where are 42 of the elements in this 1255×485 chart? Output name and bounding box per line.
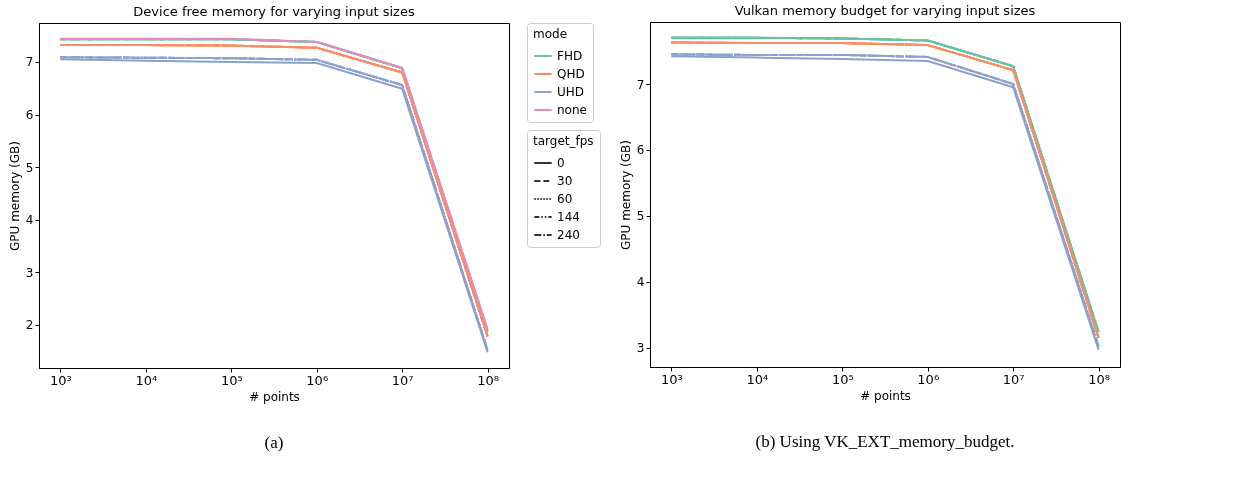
x-tick-label: 10⁴ bbox=[135, 372, 158, 388]
x-tick-label: 10⁵ bbox=[831, 371, 854, 387]
x-tick-label: 10⁶ bbox=[306, 372, 329, 388]
y-axis-title: GPU memory (GB) bbox=[7, 141, 22, 251]
y-tick-label: 4 bbox=[636, 275, 645, 290]
y-tick-label: 2 bbox=[25, 318, 34, 333]
legend-label: none bbox=[557, 103, 587, 117]
text: 30 bbox=[557, 174, 573, 188]
x-tick-label: 10⁵ bbox=[220, 372, 243, 388]
y-tick-label: 4 bbox=[25, 213, 34, 228]
x-tick-label: 10³ bbox=[661, 371, 683, 387]
x-tick-label: 10⁸ bbox=[1088, 371, 1110, 387]
text: (a) bbox=[264, 433, 284, 452]
legend-label: QHD bbox=[557, 67, 585, 81]
x-tick-label: 10⁶ bbox=[917, 371, 940, 387]
legend-label: FHD bbox=[557, 49, 583, 63]
y-tick-label: 3 bbox=[636, 341, 645, 356]
y-tick-label: 7 bbox=[636, 77, 645, 92]
text: (b) Using VK_EXT_memory_budget. bbox=[755, 432, 1015, 451]
x-tick-label: 10⁷ bbox=[391, 372, 414, 388]
y-tick-label: 3 bbox=[25, 265, 34, 280]
text: 60 bbox=[557, 192, 573, 206]
y-tick-label: 6 bbox=[636, 143, 645, 158]
y-tick-label: 5 bbox=[25, 160, 34, 175]
x-tick-label: 10⁴ bbox=[746, 371, 769, 387]
y-tick-label: 5 bbox=[636, 209, 645, 224]
y-tick-label: 6 bbox=[25, 108, 34, 123]
x-axis-title: # points bbox=[249, 389, 300, 404]
y-tick-label: 7 bbox=[25, 55, 34, 70]
x-axis-title: # points bbox=[860, 388, 911, 403]
text: 240 bbox=[557, 228, 580, 242]
chart-title: Device free memory for varying input sizes bbox=[133, 3, 415, 19]
x-tick-label: 10³ bbox=[50, 372, 72, 388]
text: 144 bbox=[557, 210, 580, 224]
text: target_fps bbox=[533, 134, 594, 148]
x-tick-label: 10⁸ bbox=[477, 372, 499, 388]
legend-title: mode bbox=[533, 27, 568, 41]
legend-label: UHD bbox=[557, 85, 585, 99]
y-axis-title: GPU memory (GB) bbox=[618, 140, 633, 250]
chart-title: Vulkan memory budget for varying input sizes bbox=[734, 3, 1036, 18]
x-tick-label: 10⁷ bbox=[1002, 371, 1025, 387]
text: 0 bbox=[557, 156, 565, 170]
